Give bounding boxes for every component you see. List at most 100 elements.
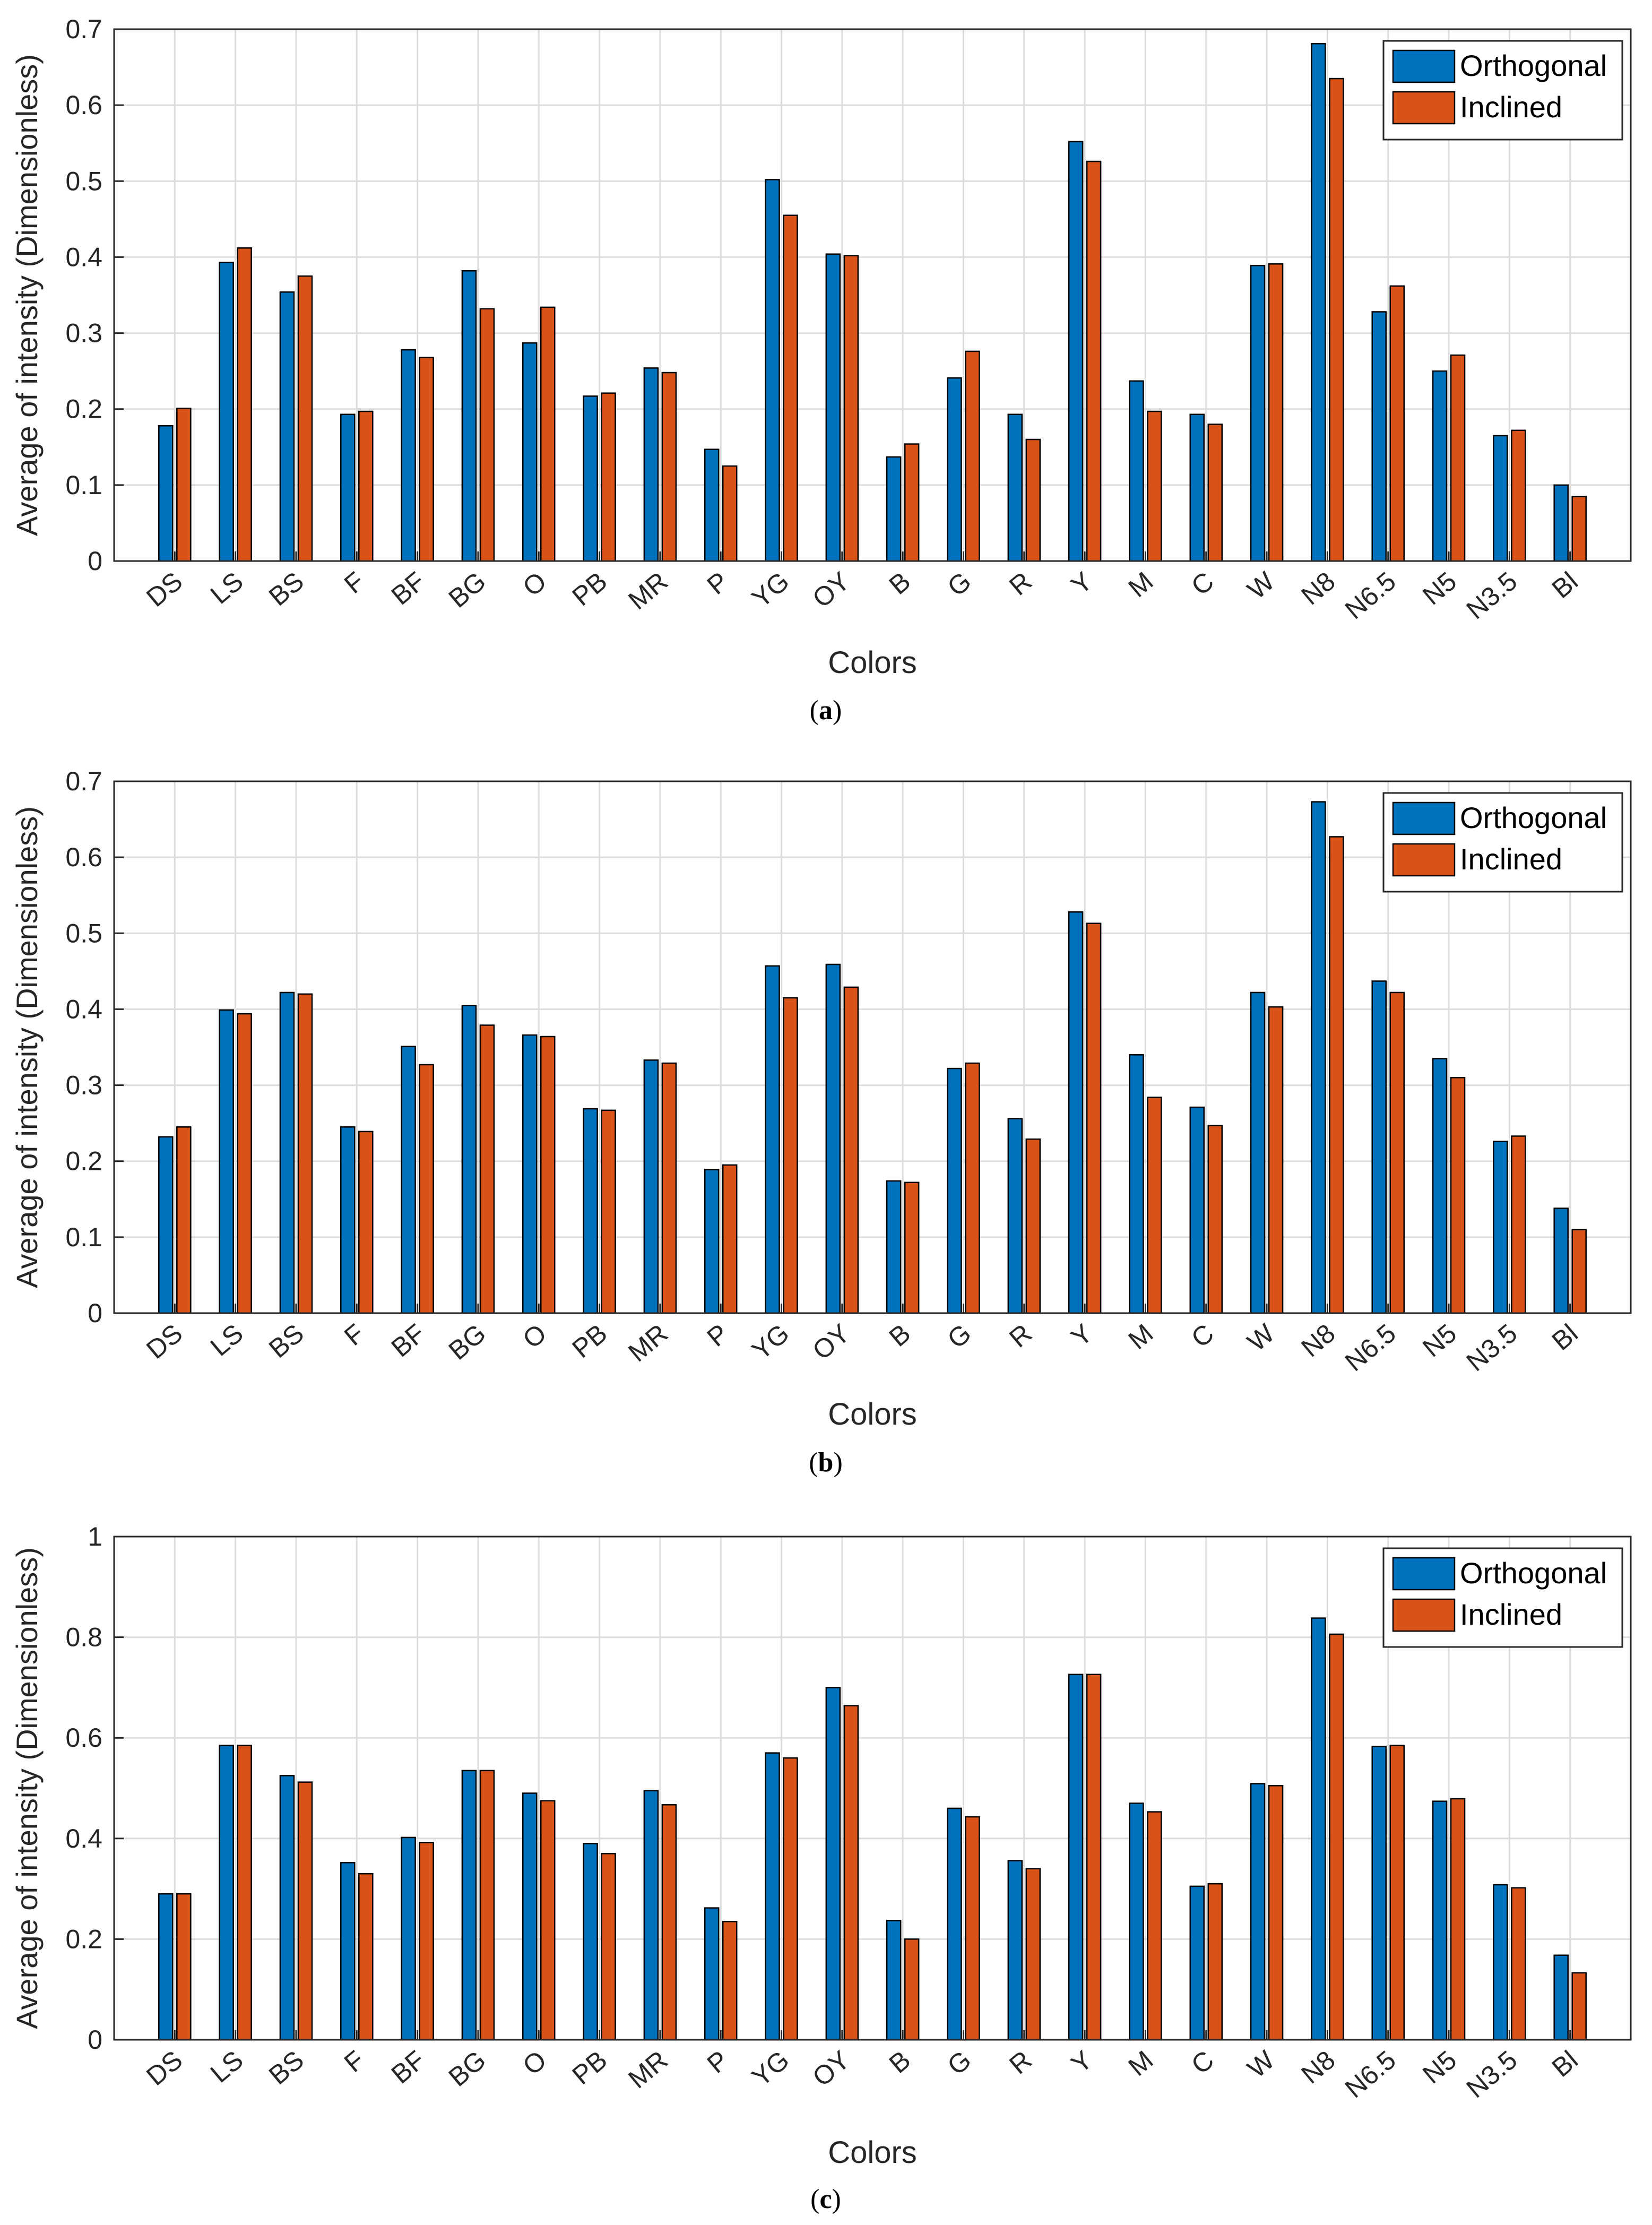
- bar-orthogonal: [1250, 264, 1266, 562]
- bar-orthogonal: [1493, 435, 1508, 562]
- bar-orthogonal: [461, 1005, 477, 1314]
- bar-inclined: [1389, 991, 1405, 1314]
- bar-inclined: [1329, 836, 1344, 1314]
- bar-orthogonal: [886, 456, 902, 562]
- x-tick-label: DS: [141, 2045, 188, 2092]
- x-tick-label: Bl: [1546, 1318, 1584, 1356]
- bar-inclined: [661, 1804, 677, 2041]
- y-axis-title: Average of intensity (Dimensionless): [10, 806, 44, 1288]
- y-tick-label: 0.6: [65, 90, 102, 120]
- x-tick-label: PB: [567, 566, 613, 612]
- bar-orthogonal: [886, 1180, 902, 1314]
- bar-orthogonal: [219, 1009, 234, 1314]
- x-tick-label: W: [1242, 1318, 1281, 1357]
- bar-orthogonal: [219, 1745, 234, 2041]
- bar-inclined: [1025, 1868, 1041, 2041]
- x-tick-label: N5: [1417, 566, 1462, 611]
- x-tick-label: MR: [622, 2045, 673, 2094]
- axes-box: [113, 1536, 1632, 2041]
- bar-inclined: [479, 308, 495, 562]
- y-tick-label: 0.5: [65, 918, 102, 948]
- bar-inclined: [661, 372, 677, 562]
- x-tick-label: C: [1186, 1318, 1219, 1353]
- bar-orthogonal: [1311, 42, 1326, 562]
- x-tick-label: O: [517, 2045, 552, 2081]
- bar-orthogonal: [158, 425, 174, 562]
- bar-orthogonal: [1068, 911, 1084, 1314]
- x-tick-label: P: [702, 2045, 734, 2079]
- x-tick-label: O: [517, 566, 552, 602]
- axes-box: [113, 28, 1632, 562]
- bar-inclined: [1147, 1097, 1162, 1314]
- bar-inclined: [419, 357, 434, 562]
- bar-orthogonal: [583, 395, 598, 562]
- bar-inclined: [722, 1164, 738, 1314]
- bar-orthogonal: [825, 963, 841, 1314]
- x-tick-label: PB: [567, 1318, 613, 1364]
- bar-inclined: [1571, 1972, 1587, 2041]
- bar-orthogonal: [1311, 801, 1326, 1314]
- panel-label-paren-open: (: [810, 695, 819, 726]
- bar-inclined: [176, 408, 192, 562]
- legend-label-inclined: Inclined: [1460, 1598, 1562, 1631]
- bar-inclined: [1511, 1887, 1526, 2041]
- bar-orthogonal: [947, 1807, 962, 2041]
- chart-panel-b: 00.10.20.30.40.50.60.7DS LS BS F BF BG O PB MR P Y…: [10, 766, 1632, 1478]
- y-axis-title: Average of intensity (Dimensionless): [10, 1547, 44, 2029]
- bar-inclined: [601, 1852, 616, 2041]
- bar-inclined: [1025, 1138, 1041, 1314]
- bar-inclined: [1025, 438, 1041, 562]
- y-tick-label: 0.7: [65, 14, 102, 44]
- x-tick-label: PB: [567, 2045, 613, 2091]
- bar-inclined: [1571, 1229, 1587, 1314]
- x-tick-label: N3.5: [1461, 1318, 1523, 1377]
- bar-orthogonal: [522, 342, 538, 562]
- bar-orthogonal: [1493, 1141, 1508, 1314]
- bar-orthogonal: [947, 377, 962, 562]
- bar-orthogonal: [1129, 1803, 1144, 2041]
- legend-swatch-inclined: [1392, 1598, 1456, 1632]
- bar-inclined: [540, 1800, 556, 2041]
- x-tick-label: G: [942, 566, 977, 602]
- bar-orthogonal: [1189, 1885, 1205, 2041]
- bar-inclined: [540, 1036, 556, 1314]
- bar-orthogonal: [643, 1790, 659, 2041]
- x-tick-label: OY: [807, 2045, 855, 2092]
- y-tick-label: 0.6: [65, 842, 102, 872]
- bar-orthogonal: [401, 1046, 416, 1314]
- bar-inclined: [1268, 263, 1284, 562]
- bar-inclined: [1268, 1006, 1284, 1314]
- bar-orthogonal: [340, 413, 356, 562]
- bar-orthogonal: [1553, 484, 1569, 562]
- x-tick-label: YG: [746, 2045, 794, 2092]
- panel-label-paren-close: ): [833, 1447, 842, 1478]
- bar-inclined: [1268, 1785, 1284, 2041]
- bar-inclined: [783, 214, 798, 562]
- x-axis-title: Colors: [828, 645, 917, 680]
- legend: Orthogonal Inclined: [1382, 792, 1623, 893]
- bar-orthogonal: [1553, 1954, 1569, 2041]
- x-tick-label: BF: [386, 2045, 431, 2090]
- bar-orthogonal: [765, 179, 780, 562]
- bar-inclined: [237, 1013, 252, 1314]
- chart-panel-a: 00.10.20.30.40.50.60.7DS LS BS F BF BG O PB MR P Y…: [10, 14, 1632, 726]
- bar-inclined: [843, 1705, 859, 2041]
- bar-inclined: [601, 392, 616, 562]
- bar-orthogonal: [1432, 1800, 1448, 2041]
- y-tick-label: 0: [88, 546, 102, 576]
- bar-orthogonal: [1068, 141, 1084, 562]
- bar-orthogonal: [461, 270, 477, 562]
- bar-orthogonal: [1553, 1208, 1569, 1314]
- bar-inclined: [176, 1893, 192, 2041]
- bar-inclined: [1450, 1798, 1466, 2041]
- bar-inclined: [1511, 429, 1526, 562]
- bar-orthogonal: [1250, 1783, 1266, 2041]
- y-tick-label: 0.2: [65, 1146, 102, 1176]
- x-tick-label: LS: [205, 566, 249, 610]
- bar-orthogonal: [765, 1752, 780, 2041]
- bar-orthogonal: [522, 1034, 538, 1314]
- x-tick-label: G: [942, 2045, 977, 2081]
- y-tick-label: 0.5: [65, 166, 102, 196]
- legend-swatch-orthogonal: [1392, 801, 1456, 835]
